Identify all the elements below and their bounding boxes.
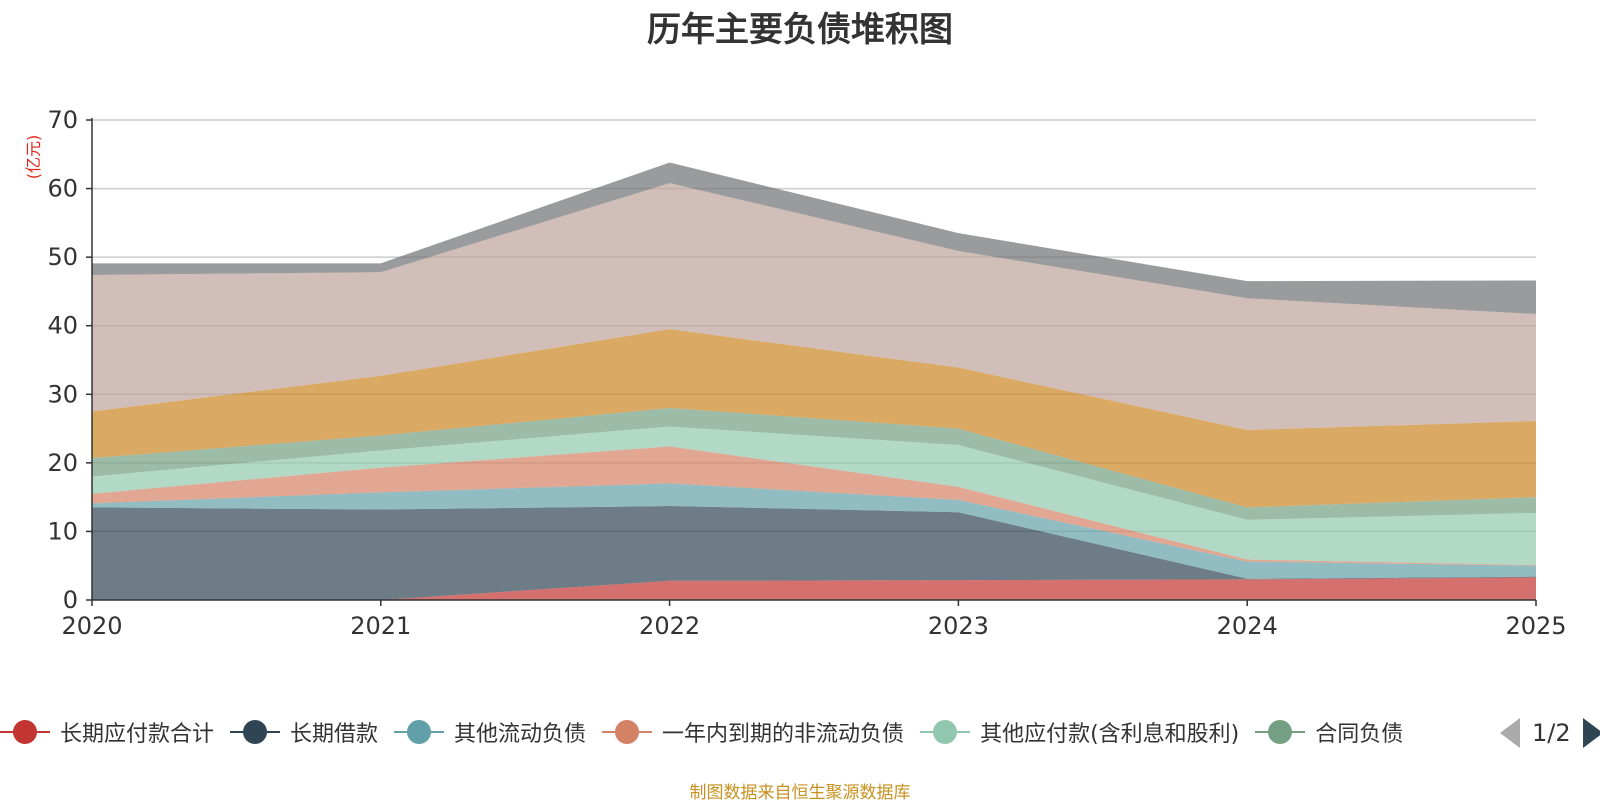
- legend-item-label: 长期借款: [290, 722, 379, 747]
- legend-item-label: 其他流动负债: [454, 722, 587, 747]
- y-tick-label: 70: [47, 106, 78, 134]
- legend-next-page-icon[interactable]: [1582, 718, 1600, 748]
- legend-marker-icon: [394, 719, 445, 745]
- legend-marker-icon: [1255, 719, 1306, 745]
- x-tick-label: 2024: [1217, 612, 1278, 640]
- legend-marker-icon: [602, 719, 653, 745]
- legend-page-indicator: 1/2: [1532, 719, 1571, 747]
- area-series-8: [92, 183, 1536, 430]
- area-series-1: [92, 577, 1536, 600]
- area-series-3: [92, 483, 1536, 579]
- y-tick-label: 60: [47, 175, 78, 203]
- legend-item-label: 长期应付款合计: [60, 722, 215, 747]
- area-series-4: [92, 446, 1536, 566]
- y-tick-label: 50: [47, 243, 78, 271]
- x-tick-label: 2022: [639, 612, 700, 640]
- x-tick-label: 2023: [928, 612, 989, 640]
- x-tick-label: 2020: [61, 612, 122, 640]
- legend-marker-icon: [920, 719, 971, 745]
- legend-item[interactable]: 其他流动负债: [394, 716, 586, 748]
- area-series-9: [92, 162, 1536, 315]
- y-axis-unit-label: (亿元): [24, 134, 43, 180]
- chart-title: 历年主要负债堆积图: [647, 10, 953, 50]
- area-series-6: [92, 408, 1536, 520]
- legend-item[interactable]: 长期应付款合计: [0, 716, 214, 748]
- legend-pager: 1/2: [1500, 716, 1600, 750]
- data-source-note: 制图数据来自恒生聚源数据库: [689, 783, 911, 803]
- x-tick-label: 2021: [350, 612, 411, 640]
- legend: 长期应付款合计 长期借款 其他流动负债 一年内到期的非流动负债 其他应付款(含利息和股利…: [0, 716, 1490, 750]
- y-tick-label: 40: [47, 312, 78, 340]
- legend-item-label: 合同负债: [1315, 722, 1404, 747]
- legend-item[interactable]: 其他应付款(含利息和股利): [920, 716, 1239, 748]
- axes: 0 10 20 30 40 50 60 70 2020 2021 2022 2023 2024 2025: [47, 106, 1566, 640]
- y-tick-label: 10: [47, 517, 78, 545]
- y-tick-label: 0: [63, 586, 78, 614]
- x-tick-label: 2025: [1505, 612, 1566, 640]
- legend-marker-icon: [230, 719, 281, 745]
- legend-item[interactable]: 一年内到期的非流动负债: [602, 716, 904, 748]
- stacked-areas: [92, 162, 1536, 600]
- legend-item[interactable]: 长期借款: [230, 716, 378, 748]
- y-tick-label: 20: [47, 449, 78, 477]
- legend-marker-icon: [0, 719, 50, 745]
- legend-item[interactable]: 合同负债: [1255, 716, 1403, 748]
- legend-item-label: 其他应付款(含利息和股利): [980, 722, 1240, 747]
- legend-prev-page-icon[interactable]: [1500, 718, 1520, 748]
- y-tick-label: 30: [47, 380, 78, 408]
- area-series-2: [92, 506, 1536, 600]
- legend-item-label: 一年内到期的非流动负债: [662, 722, 905, 747]
- area-series-5: [92, 426, 1536, 566]
- area-series-7: [92, 329, 1536, 508]
